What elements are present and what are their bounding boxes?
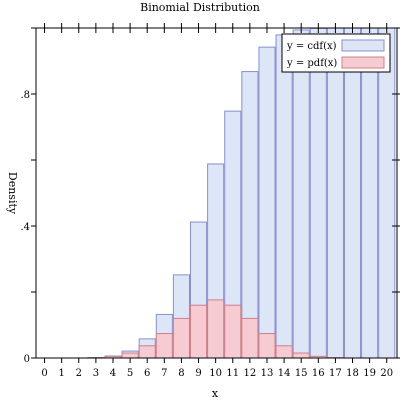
y-axis-label: Density	[6, 172, 19, 215]
pdf-bar-11	[224, 304, 242, 359]
x-tick-label-5: 5	[127, 368, 133, 379]
y-tick-label-1: .4	[20, 222, 30, 233]
legend-label-0: y = cdf(x)	[286, 41, 337, 52]
cdf-bar-16	[309, 27, 327, 359]
cdf-bar-13	[258, 46, 276, 359]
legend-swatch-1	[341, 56, 385, 69]
x-tick-label-7: 7	[161, 368, 167, 379]
plot-frame	[35, 27, 398, 359]
pdf-bar-13	[258, 333, 276, 359]
x-tick-label-4: 4	[110, 368, 116, 379]
bars-group	[87, 27, 396, 359]
x-tick-label-20: 20	[380, 368, 393, 379]
x-tick-label-12: 12	[243, 368, 256, 379]
pdf-bar-7	[155, 333, 173, 359]
x-tick-label-10: 10	[209, 368, 222, 379]
x-tick-label-18: 18	[346, 368, 359, 379]
x-tick-label-6: 6	[144, 368, 150, 379]
cdf-bar-18	[343, 27, 362, 359]
pdf-bar-6	[138, 345, 156, 359]
x-tick-label-11: 11	[226, 368, 239, 379]
cdf-bar-15	[292, 29, 310, 359]
x-tick-label-14: 14	[278, 368, 291, 379]
pdf-bar-8	[172, 317, 190, 359]
chart-title: Binomial Distribution	[140, 1, 260, 14]
x-tick-label-8: 8	[178, 368, 184, 379]
y-tick-label-0: 0	[24, 354, 30, 365]
cdf-bar-14	[275, 34, 293, 359]
x-tick-label-0: 0	[41, 368, 47, 379]
cdf-bar-19	[361, 27, 379, 359]
pdf-bar-9	[189, 304, 208, 359]
legend: y = cdf(x) y = pdf(x)	[281, 33, 391, 73]
legend-swatch-0	[341, 39, 385, 52]
cdf-bar-20	[378, 27, 396, 359]
x-tick-label-19: 19	[363, 368, 376, 379]
pdf-bar-5	[121, 352, 139, 359]
cdf-bar-17	[326, 27, 344, 359]
x-tick-label-16: 16	[312, 368, 325, 379]
pdf-bar-14	[275, 345, 293, 359]
legend-label-1: y = pdf(x)	[286, 58, 337, 69]
x-tick-label-15: 15	[295, 368, 308, 379]
x-tick-label-17: 17	[329, 368, 342, 379]
cdf-bar-12	[241, 71, 259, 359]
x-tick-label-9: 9	[195, 368, 201, 379]
x-tick-label-3: 3	[93, 368, 99, 379]
x-axis-label: x	[212, 387, 219, 400]
pdf-bar-12	[241, 317, 259, 359]
x-tick-label-1: 1	[58, 368, 64, 379]
axes-group: 0 1 2 3 4 5 6 7 8 9 10 11 12 13 14 15 16 17 18 19 200.4.8	[20, 23, 400, 379]
pdf-bar-15	[292, 352, 310, 359]
x-tick-label-2: 2	[76, 368, 82, 379]
pdf-bar-10	[207, 299, 225, 359]
x-tick-label-13: 13	[261, 368, 274, 379]
y-tick-label-2: .8	[20, 90, 30, 101]
